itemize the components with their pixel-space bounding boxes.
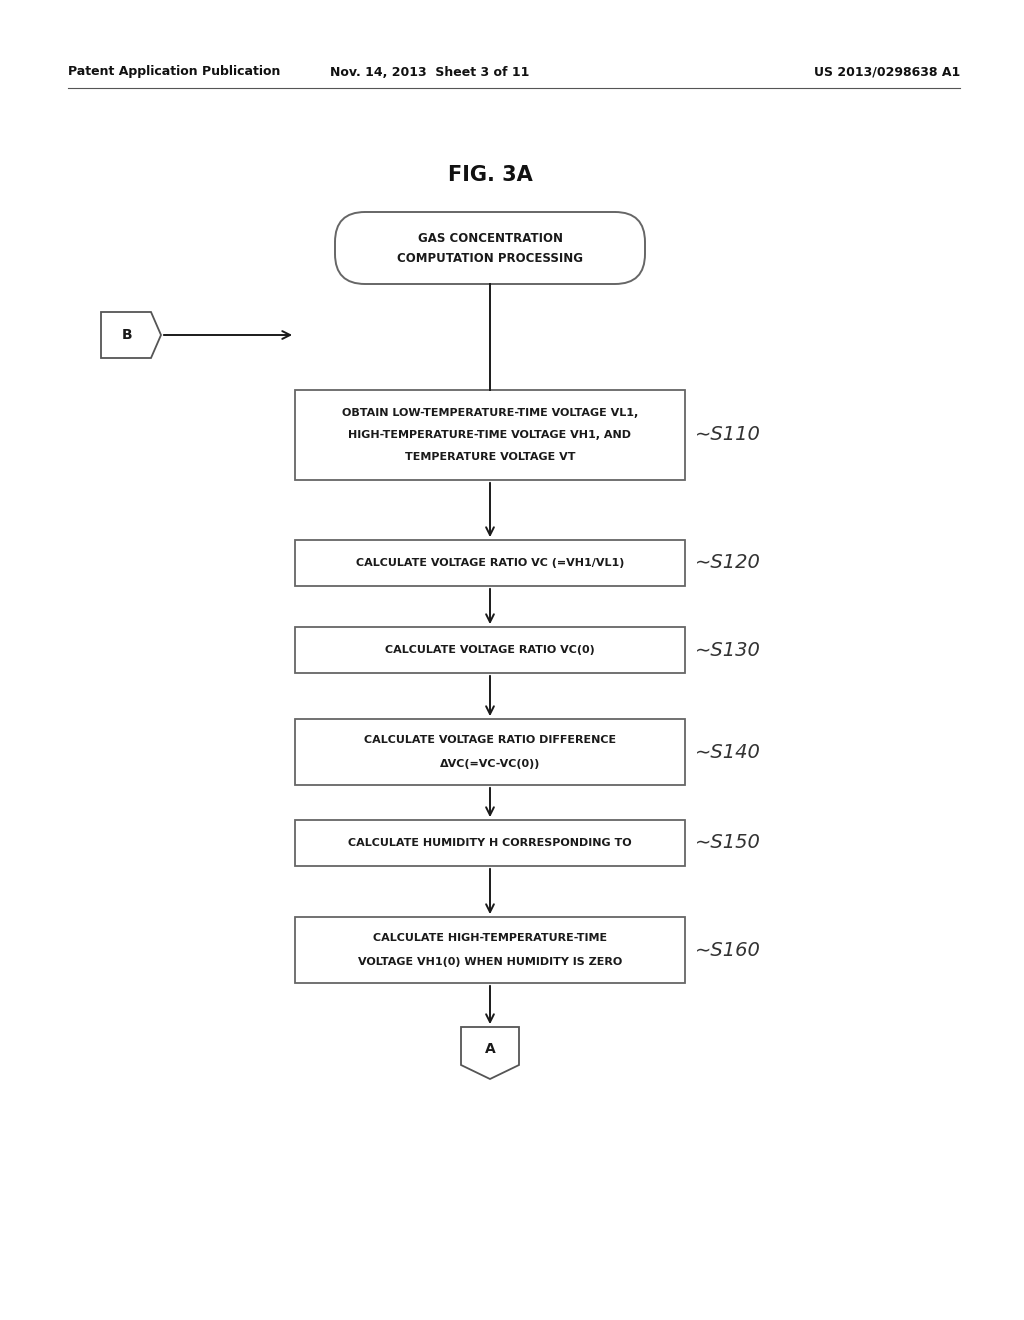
Text: CALCULATE VOLTAGE RATIO VC (=VH1/VL1): CALCULATE VOLTAGE RATIO VC (=VH1/VL1) (355, 558, 625, 568)
Text: VOLTAGE VH1(0) WHEN HUMIDITY IS ZERO: VOLTAGE VH1(0) WHEN HUMIDITY IS ZERO (357, 957, 623, 968)
Text: US 2013/0298638 A1: US 2013/0298638 A1 (814, 66, 961, 78)
Bar (295, 389, 685, 480)
Text: TEMPERATURE VOLTAGE VT: TEMPERATURE VOLTAGE VT (404, 451, 575, 462)
Bar (295, 917, 685, 983)
Text: ∼S120: ∼S120 (695, 553, 761, 573)
Text: CALCULATE HIGH-TEMPERATURE-TIME: CALCULATE HIGH-TEMPERATURE-TIME (373, 933, 607, 942)
Bar (295, 627, 685, 673)
Text: CALCULATE HUMIDITY H CORRESPONDING TO: CALCULATE HUMIDITY H CORRESPONDING TO (348, 838, 632, 847)
Text: FIG. 3A: FIG. 3A (447, 165, 532, 185)
Text: ∼S150: ∼S150 (695, 833, 761, 853)
Bar (295, 540, 685, 586)
Text: CALCULATE VOLTAGE RATIO VC(0): CALCULATE VOLTAGE RATIO VC(0) (385, 645, 595, 655)
Text: A: A (484, 1041, 496, 1056)
Text: ΔVC(=VC-VC(0)): ΔVC(=VC-VC(0)) (440, 759, 541, 770)
Bar (295, 719, 685, 785)
Polygon shape (101, 312, 161, 358)
Text: OBTAIN LOW-TEMPERATURE-TIME VOLTAGE VL1,: OBTAIN LOW-TEMPERATURE-TIME VOLTAGE VL1, (342, 408, 638, 418)
Text: CALCULATE VOLTAGE RATIO DIFFERENCE: CALCULATE VOLTAGE RATIO DIFFERENCE (364, 735, 616, 744)
Text: Nov. 14, 2013  Sheet 3 of 11: Nov. 14, 2013 Sheet 3 of 11 (331, 66, 529, 78)
FancyBboxPatch shape (335, 213, 645, 284)
Text: GAS CONCENTRATION: GAS CONCENTRATION (418, 231, 562, 244)
Text: ∼S110: ∼S110 (695, 425, 761, 445)
Text: ∼S160: ∼S160 (695, 940, 761, 960)
Bar (295, 820, 685, 866)
Text: ∼S130: ∼S130 (695, 640, 761, 660)
Polygon shape (461, 1027, 519, 1078)
Text: Patent Application Publication: Patent Application Publication (68, 66, 281, 78)
Text: COMPUTATION PROCESSING: COMPUTATION PROCESSING (397, 252, 583, 264)
Text: ∼S140: ∼S140 (695, 742, 761, 762)
Text: B: B (122, 327, 132, 342)
Text: HIGH-TEMPERATURE-TIME VOLTAGE VH1, AND: HIGH-TEMPERATURE-TIME VOLTAGE VH1, AND (348, 430, 632, 440)
